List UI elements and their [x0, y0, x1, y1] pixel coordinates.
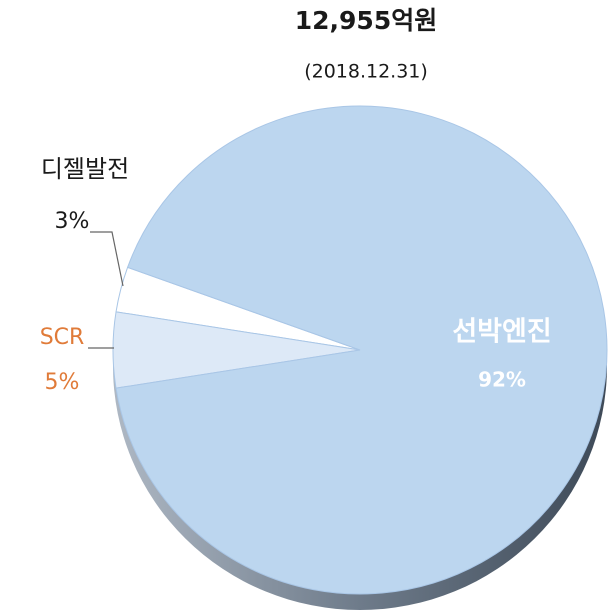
- slice-value-label: 92%: [478, 368, 526, 392]
- slice-label: SCR: [40, 325, 85, 350]
- leader-line: [90, 231, 124, 287]
- slices: [112, 105, 608, 595]
- slice-value-label: 5%: [45, 370, 80, 395]
- chart-title: 12,955억원: [295, 6, 437, 35]
- chart-subtitle: (2018.12.31): [304, 61, 428, 83]
- pie-slice: [115, 105, 608, 595]
- slice-label: 선박엔진: [452, 317, 551, 348]
- slice-label: 디젤발전: [41, 155, 129, 183]
- slice-value-label: 3%: [55, 209, 90, 234]
